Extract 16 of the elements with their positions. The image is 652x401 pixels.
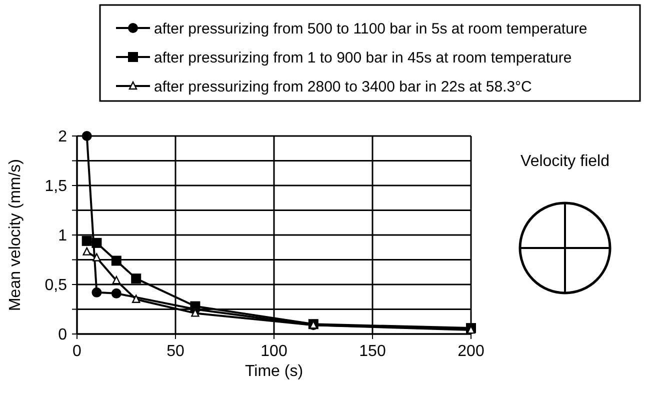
x-tick-label: 50	[166, 343, 184, 360]
y-tick-label: 0,5	[44, 277, 68, 294]
x-tick-label: 100	[260, 343, 288, 360]
y-tick-label: 1	[58, 228, 68, 245]
y-tick-label: 2	[58, 128, 68, 146]
legend-label: after pressurizing from 500 to 1100 bar in 5s at room temperature	[154, 20, 588, 38]
legend-label: after pressurizing from 2800 to 3400 bar in 22s at 58.3°C	[154, 78, 532, 96]
x-tick-label: 0	[72, 343, 82, 360]
y-tick-label: 1,5	[44, 178, 68, 196]
x-tick-label: 150	[359, 343, 386, 360]
legend-label: after pressurizing from 1 to 900 bar in 45s at room temperature	[154, 49, 572, 66]
text: Velocity field	[520, 153, 610, 170]
y-tick-label: 0	[58, 326, 68, 344]
y-axis-title: Mean velocity (mm/s)	[7, 158, 24, 312]
x-axis-title: Time (s)	[244, 363, 304, 380]
x-tick-label: 200	[458, 343, 484, 360]
